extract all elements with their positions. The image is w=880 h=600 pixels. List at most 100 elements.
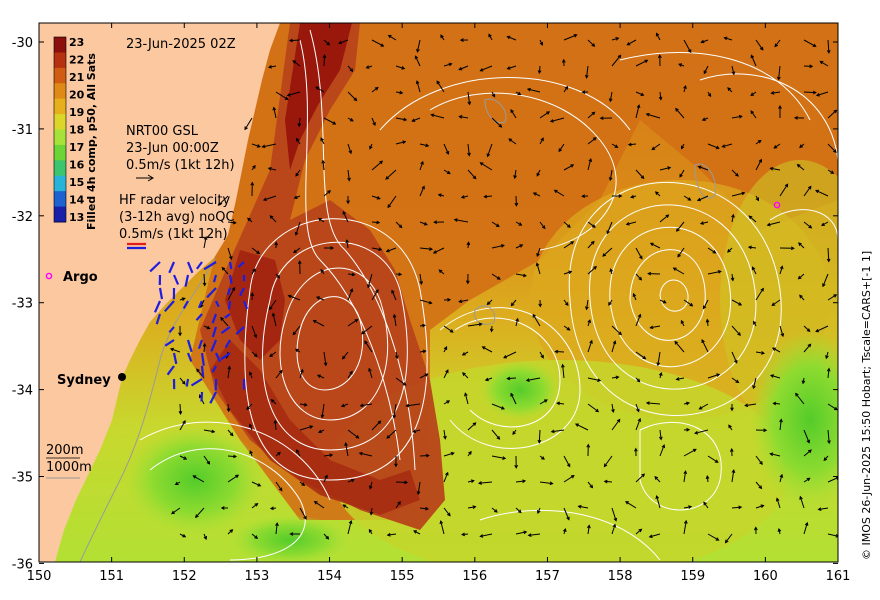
radar-arrow xyxy=(200,352,205,366)
velocity-arrow-head xyxy=(806,477,811,482)
velocity-arrow-head xyxy=(599,116,604,121)
velocity-arrow xyxy=(419,373,428,379)
velocity-arrow xyxy=(767,221,781,226)
velocity-arrow xyxy=(755,481,762,489)
velocity-arrow-head xyxy=(674,340,679,345)
velocity-arrow-head xyxy=(312,320,317,324)
velocity-arrow xyxy=(779,325,784,337)
velocity-arrow xyxy=(287,91,301,96)
velocity-arrow xyxy=(578,505,589,509)
velocity-arrow-head xyxy=(554,349,559,354)
velocity-arrow xyxy=(611,325,622,335)
velocity-arrow xyxy=(803,449,812,457)
velocity-arrow xyxy=(646,113,661,119)
velocity-arrow-head xyxy=(342,504,347,508)
radar-arrow xyxy=(215,300,220,308)
velocity-arrow xyxy=(491,507,498,513)
velocity-arrow xyxy=(676,377,685,380)
velocity-arrow-head xyxy=(421,185,425,190)
velocity-arrow xyxy=(443,429,446,439)
velocity-arrow xyxy=(563,241,574,249)
velocity-arrow-head xyxy=(477,481,482,485)
velocity-arrow xyxy=(269,351,277,357)
velocity-arrow xyxy=(563,325,570,331)
velocity-arrow-head xyxy=(642,355,647,360)
velocity-arrow xyxy=(293,247,301,253)
velocity-arrow-head xyxy=(618,331,622,336)
velocity-arrow-head xyxy=(703,501,707,506)
velocity-arrow-head xyxy=(519,244,524,248)
colorbar-tick-label: 23 xyxy=(69,36,84,49)
velocity-arrow-head xyxy=(517,509,522,514)
velocity-arrow xyxy=(419,455,429,457)
velocity-arrow xyxy=(292,60,301,67)
velocity-arrow-head xyxy=(368,367,372,372)
velocity-arrow-head xyxy=(270,398,275,403)
radar-arrow xyxy=(211,365,217,373)
velocity-arrow xyxy=(635,91,644,96)
velocity-arrow xyxy=(827,533,838,537)
velocity-arrow-head xyxy=(369,145,373,150)
velocity-arrow xyxy=(611,524,616,535)
velocity-arrow-head xyxy=(514,464,519,469)
velocity-arrow-head xyxy=(386,532,391,537)
radar-arrow xyxy=(168,326,175,334)
velocity-arrow-head xyxy=(826,258,831,263)
velocity-arrow-head xyxy=(206,325,211,330)
velocity-arrow-head xyxy=(815,328,820,333)
velocity-arrow-head xyxy=(294,231,299,236)
velocity-arrow xyxy=(539,111,550,119)
velocity-arrow-head xyxy=(636,378,641,383)
velocity-arrow-head xyxy=(301,482,306,487)
velocity-arrow xyxy=(370,507,373,515)
velocity-arrow xyxy=(536,247,541,257)
velocity-arrow xyxy=(491,455,506,459)
velocity-arrow-head xyxy=(491,93,496,98)
velocity-arrow xyxy=(771,91,781,94)
velocity-arrow xyxy=(510,109,517,119)
velocity-arrow-head xyxy=(587,524,591,529)
velocity-arrow-head xyxy=(779,265,784,270)
radar-arrow xyxy=(186,261,194,274)
velocity-arrow-head xyxy=(535,262,540,267)
velocity-arrow-head xyxy=(703,70,708,75)
velocity-arrow-head xyxy=(316,374,321,378)
velocity-arrow xyxy=(391,290,397,301)
velocity-arrow xyxy=(725,533,733,543)
velocity-arrow xyxy=(347,319,358,327)
velocity-arrow xyxy=(443,169,451,175)
velocity-arrow xyxy=(361,325,373,335)
velocity-arrow-head xyxy=(459,38,464,42)
velocity-arrow xyxy=(752,266,757,275)
velocity-arrow-head xyxy=(420,160,424,165)
velocity-arrow-head xyxy=(735,172,739,177)
colorbar-segment xyxy=(54,160,66,177)
velocity-arrow-head xyxy=(446,170,451,175)
velocity-arrow-head xyxy=(445,150,450,155)
velocity-arrow-head xyxy=(495,223,500,227)
argo-float-marker[interactable] xyxy=(773,201,781,209)
velocity-arrow-head xyxy=(809,64,814,69)
velocity-arrow xyxy=(731,377,739,383)
velocity-arrow-head xyxy=(701,117,706,121)
velocity-arrow-head xyxy=(317,429,322,434)
velocity-arrow xyxy=(779,184,789,197)
velocity-arrow-head xyxy=(479,162,484,166)
velocity-arrow-head xyxy=(392,313,397,318)
velocity-arrow xyxy=(345,442,349,457)
velocity-arrow-head xyxy=(257,483,262,487)
velocity-arrow xyxy=(748,215,757,223)
velocity-arrow xyxy=(347,520,352,535)
velocity-arrow-head xyxy=(303,515,307,520)
velocity-arrow xyxy=(323,351,327,366)
colorbar-segment xyxy=(54,175,66,192)
velocity-arrow xyxy=(563,164,574,171)
velocity-arrow xyxy=(388,34,397,41)
velocity-arrow-head xyxy=(447,512,451,517)
velocity-arrow-head xyxy=(387,34,392,39)
colorbar-segment xyxy=(54,206,66,223)
velocity-arrow-head xyxy=(645,401,650,405)
velocity-arrow xyxy=(478,481,493,484)
colorbar-segment xyxy=(54,144,66,161)
velocity-arrow-head xyxy=(738,505,743,510)
